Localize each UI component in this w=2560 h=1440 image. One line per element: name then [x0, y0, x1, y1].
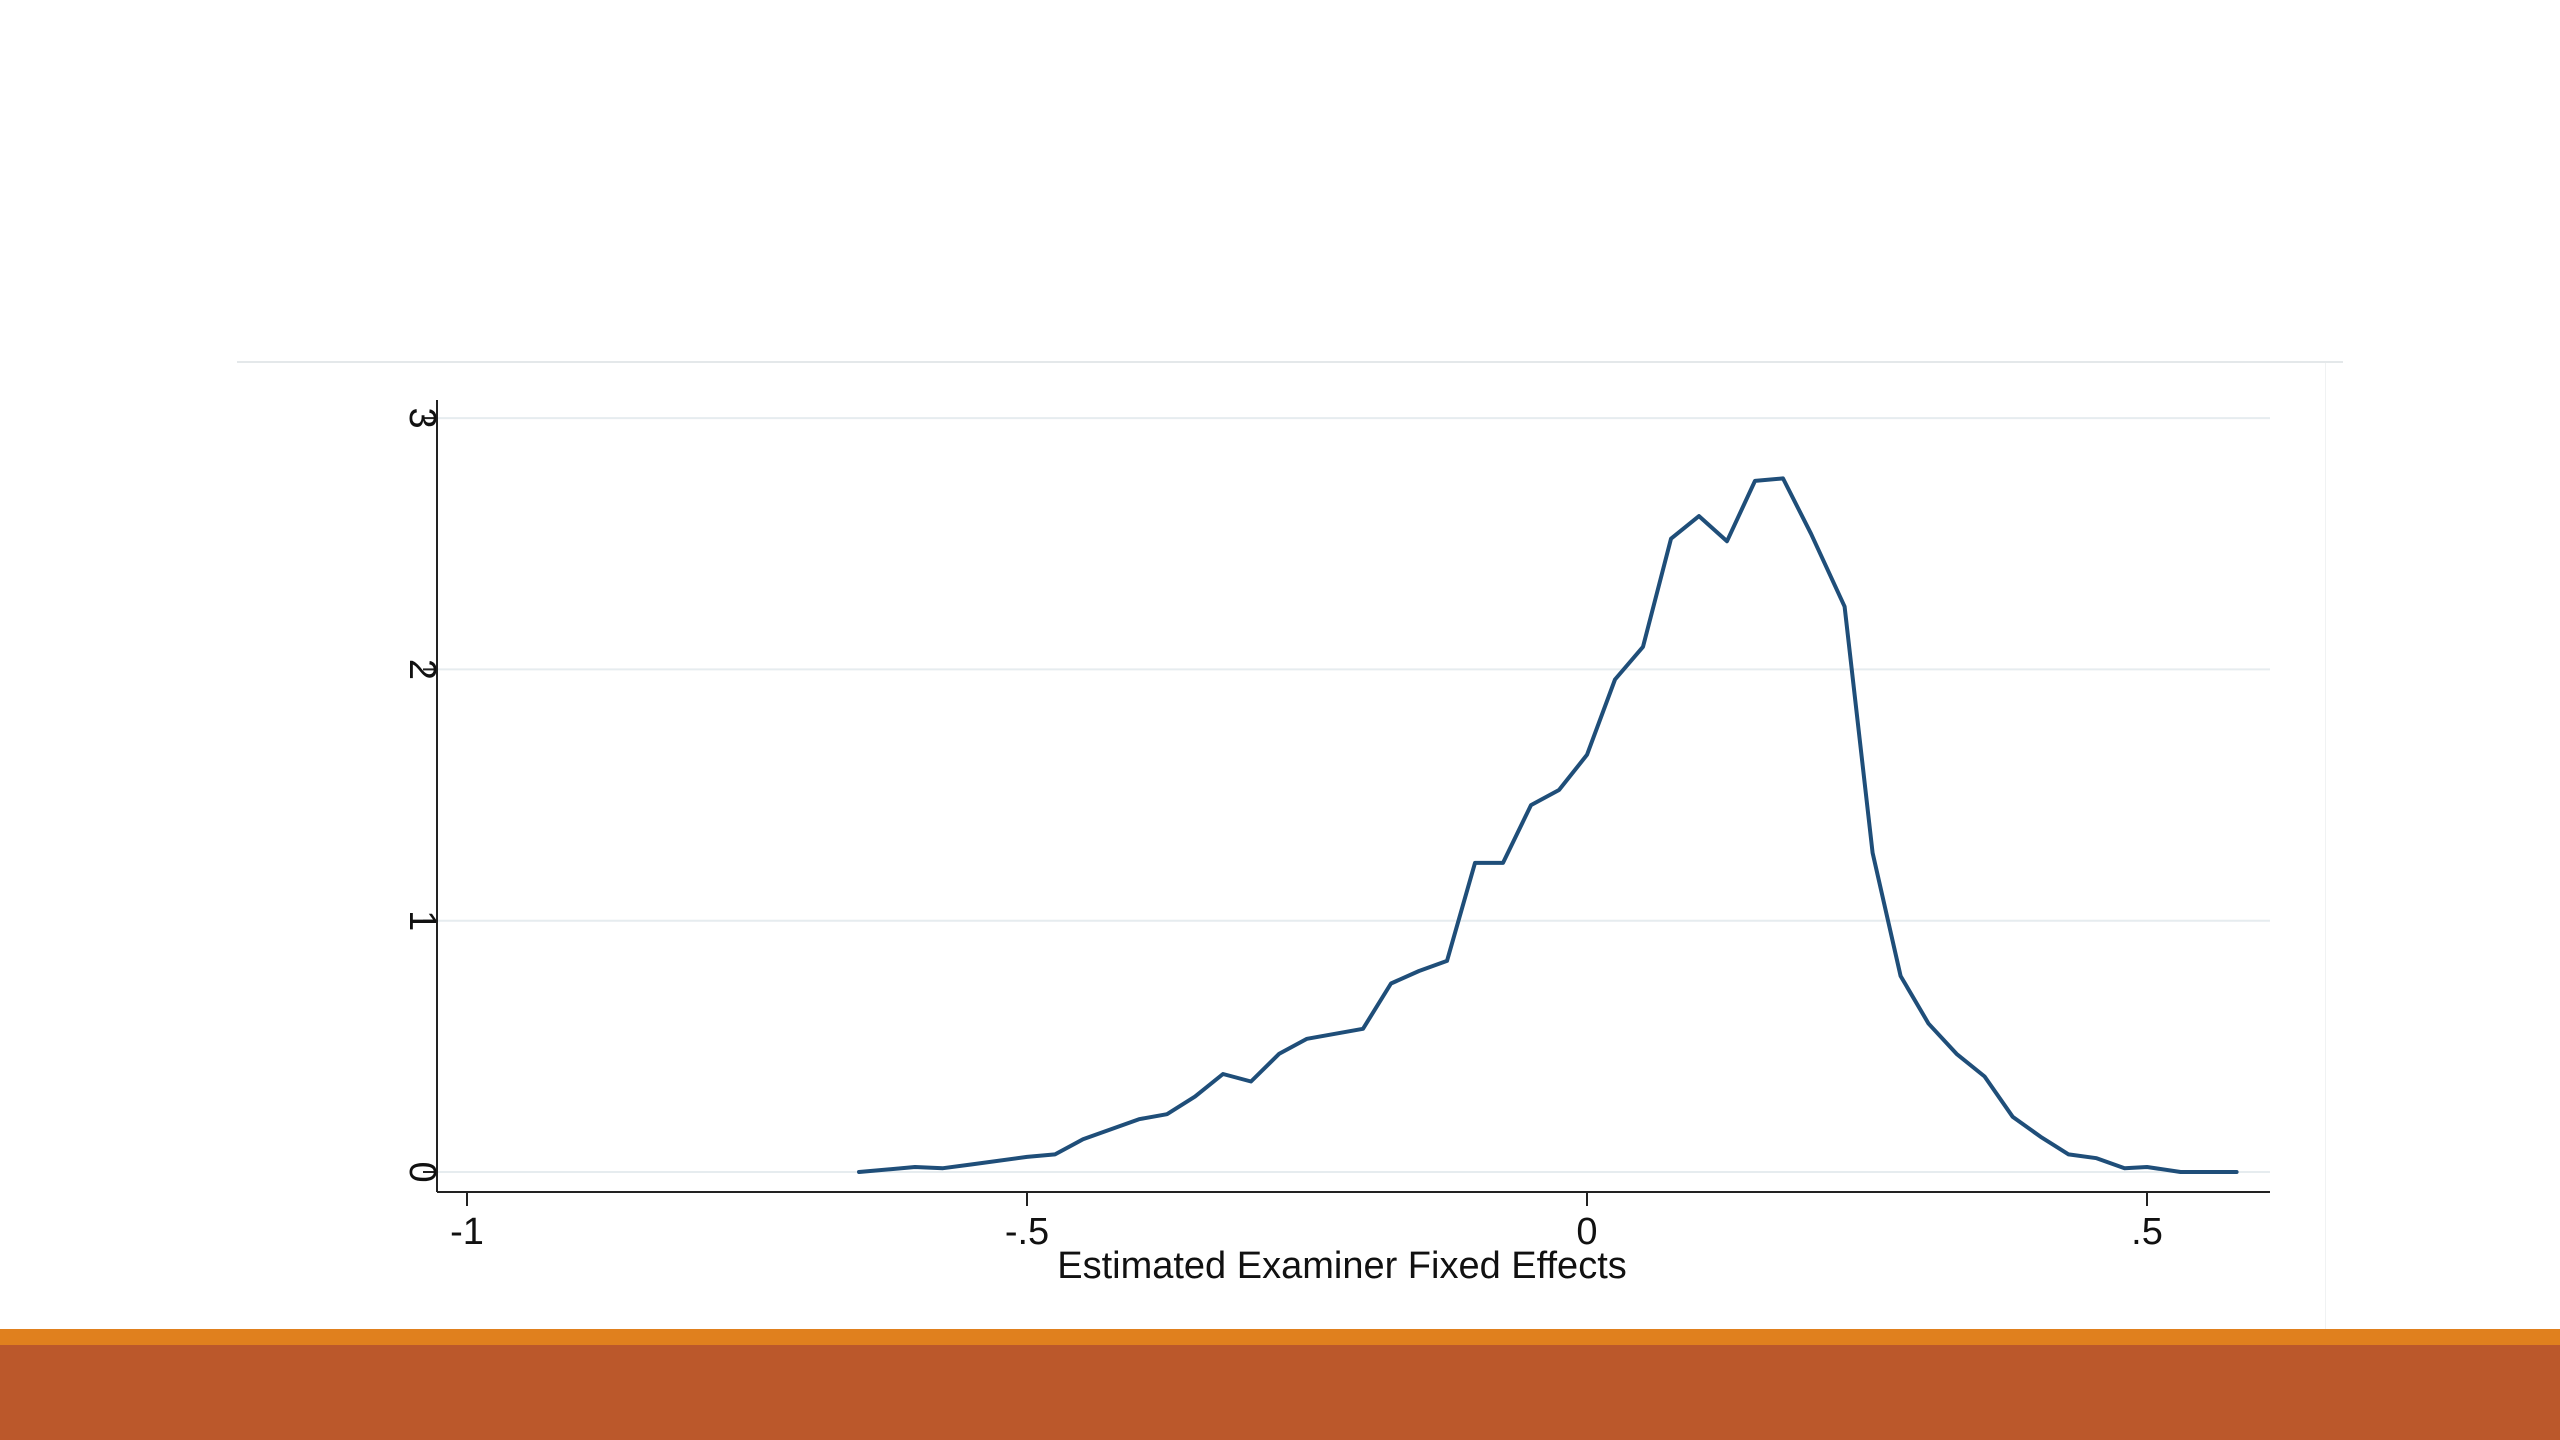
y-tick-label: 2: [401, 659, 443, 680]
x-axis-title: Estimated Examiner Fixed Effects: [1057, 1245, 1627, 1287]
y-tick-label: 0: [401, 1161, 443, 1182]
footer-band: [0, 1345, 2560, 1440]
footer-accent-bar: [0, 1329, 2560, 1345]
x-tick-label: -1: [450, 1211, 484, 1253]
tick-labels: 0 1 2 3 -1 -.5 0 .5: [401, 408, 2163, 1253]
frame-top-line: [237, 361, 2343, 363]
x-tick-label: 0: [1576, 1211, 1597, 1253]
density-line: [857, 476, 2239, 1174]
frame-right-line: [2325, 363, 2326, 1329]
grid-lines: [437, 417, 2270, 1173]
x-tick-label: .5: [2131, 1211, 2163, 1253]
series-layer: [857, 476, 2239, 1174]
axes: [423, 400, 2270, 1206]
y-tick-label: 3: [401, 408, 443, 429]
y-tick-label: 1: [401, 910, 443, 931]
x-tick-label: -.5: [1005, 1211, 1049, 1253]
